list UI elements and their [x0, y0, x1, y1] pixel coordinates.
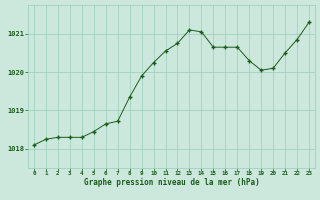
X-axis label: Graphe pression niveau de la mer (hPa): Graphe pression niveau de la mer (hPa) — [84, 178, 260, 187]
